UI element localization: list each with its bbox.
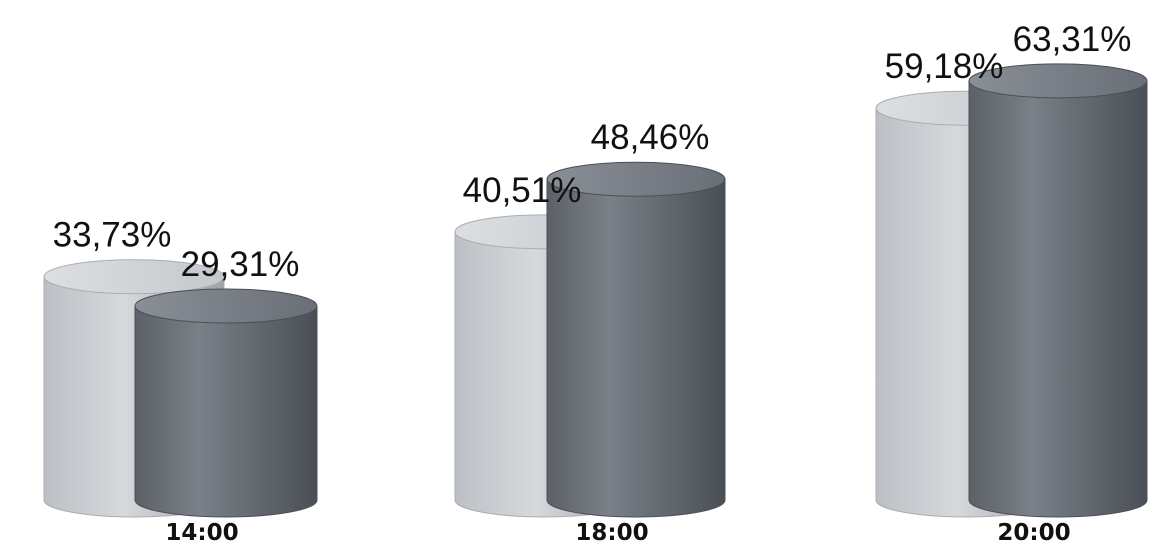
cylinder-bar-1800-series-2 <box>546 161 726 518</box>
data-label-1800-series-2: 48,46% <box>591 118 710 157</box>
cylinder-bar-1400-series-2 <box>134 288 318 518</box>
x-tick-label-1800: 18:00 <box>575 520 648 546</box>
cylinder-bar-2000-series-2 <box>968 63 1148 518</box>
data-label-1800-series-1: 40,51% <box>463 171 582 210</box>
data-label-1400-series-1: 33,73% <box>53 216 172 255</box>
data-label-1400-series-2: 29,31% <box>181 245 300 284</box>
x-tick-label-1400: 14:00 <box>165 520 238 546</box>
data-label-2000-series-2: 63,31% <box>1013 20 1132 59</box>
data-label-2000-series-1: 59,18% <box>885 47 1004 86</box>
x-tick-label-2000: 20:00 <box>997 520 1070 546</box>
